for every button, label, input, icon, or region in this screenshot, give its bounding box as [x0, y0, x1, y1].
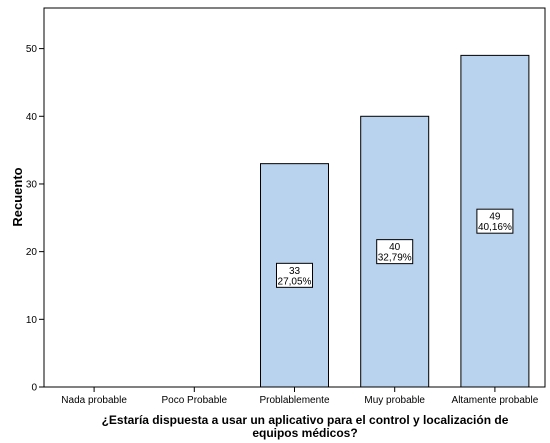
x-axis-categories: Nada probable Poco Probable Problablemente… — [61, 387, 539, 406]
data-label-box-2 — [276, 262, 313, 288]
y-tick-label-40: 40 — [26, 112, 38, 123]
data-label-box-4 — [476, 208, 514, 234]
data-label-percent-4: 40,16% — [478, 222, 512, 233]
data-label-count-3: 40 — [389, 242, 401, 253]
data-label-count-4: 49 — [489, 212, 501, 223]
y-tick-label-30: 30 — [26, 179, 38, 190]
x-axis-label-line-2: equipos médicos? — [252, 426, 357, 440]
x-category-label-3: Muy probable — [364, 395, 425, 406]
x-category-label-4: Altamente probable — [452, 395, 539, 406]
y-axis-label: Recuento — [10, 167, 25, 226]
data-label-box-3 — [376, 239, 414, 265]
x-axis-label-line-1: ¿Estaría dispuesta a usar un aplicativo … — [102, 413, 509, 427]
x-category-label-2: Problablemente — [259, 395, 329, 406]
data-label-percent-3: 32,79% — [378, 253, 412, 264]
y-axis: 0 10 20 30 40 50 — [26, 44, 44, 394]
x-category-label-1: Poco Probable — [161, 395, 227, 406]
y-tick-label-0: 0 — [31, 383, 37, 394]
y-tick-label-20: 20 — [26, 247, 38, 258]
y-tick-label-50: 50 — [26, 44, 38, 55]
data-label-percent-2: 27,05% — [278, 276, 312, 287]
data-label-count-2: 33 — [289, 266, 301, 277]
y-tick-label-10: 10 — [26, 315, 38, 326]
x-category-label-0: Nada probable — [61, 395, 127, 406]
